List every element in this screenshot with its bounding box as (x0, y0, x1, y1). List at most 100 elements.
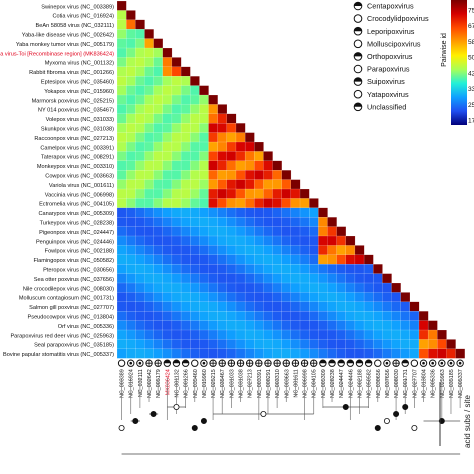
heatmap-cell (263, 188, 273, 199)
heatmap-cell (272, 292, 283, 303)
genus-marker-half (402, 360, 409, 364)
heatmap-cell (135, 66, 145, 77)
heatmap-cell (290, 292, 301, 303)
heatmap-cell (144, 38, 154, 49)
heatmap-cell (235, 151, 246, 162)
legend-marker-icon (353, 39, 363, 49)
heatmap-cell (281, 339, 292, 350)
heatmap-cell (299, 245, 310, 256)
heatmap-cell (290, 198, 301, 209)
tree-node (374, 424, 381, 431)
heatmap-cell (272, 217, 283, 227)
heatmap-cell (144, 207, 154, 218)
heatmap-cell (327, 273, 337, 284)
heatmap-cell (144, 348, 154, 359)
heatmap-cell (171, 207, 182, 218)
heatmap-cell (144, 226, 154, 237)
genus-marker-cross (310, 360, 317, 367)
heatmap-cell (354, 339, 365, 350)
tree-node (150, 410, 157, 417)
heatmap-cell (116, 123, 127, 133)
phylogenetic-tree (118, 378, 461, 455)
row-label: Yokapox virus (NC_015960) (44, 89, 114, 95)
heatmap-cell (217, 151, 228, 162)
genus-marker-half (337, 360, 345, 364)
row-label: Salmon gill poxvirus (NC_027707) (29, 305, 114, 311)
legend-marker-icon (353, 64, 363, 74)
heatmap-cell (363, 301, 374, 312)
heatmap-cell (244, 151, 255, 162)
heatmap-cell (345, 264, 356, 274)
genus-marker-dot (449, 361, 453, 365)
heatmap-cell (116, 151, 127, 162)
heatmap-cell (217, 339, 228, 350)
column-label: NC_005336 (431, 369, 437, 398)
heatmap-cell (180, 292, 191, 303)
heatmap-cell (272, 282, 283, 293)
heatmap-cell (290, 264, 301, 274)
heatmap-cell (126, 57, 136, 68)
color-scale-tick: 50 (468, 55, 474, 62)
row-label: NY 014 poxvirus (NC_035467) (38, 108, 114, 114)
heatmap-cell (116, 245, 127, 256)
heatmap-cell (116, 57, 127, 68)
column-label: NC_003663 (284, 369, 290, 398)
heatmap-cell (235, 132, 246, 143)
heatmap-cell (153, 113, 164, 124)
heatmap-cell (135, 132, 145, 143)
heatmap-cell (345, 329, 356, 340)
heatmap-cell (171, 151, 182, 162)
heatmap-cell (391, 320, 402, 331)
color-scale: 75 67 58 50 42 33 25 17 Pairwise id (441, 0, 474, 125)
heatmap-cell (116, 76, 127, 86)
heatmap-cell (235, 264, 246, 274)
heatmap-cell (391, 311, 402, 321)
heatmap-cell (290, 339, 301, 350)
heatmap-cell (400, 320, 411, 331)
heatmap-cell (409, 339, 420, 350)
heatmap-cell (290, 320, 301, 331)
heatmap-cell (263, 264, 273, 274)
heatmap-cell (126, 19, 136, 30)
heatmap-cell (199, 254, 209, 265)
column-label: NC_001731 (403, 369, 409, 398)
column-label: NC_050582 (367, 369, 373, 398)
heatmap-cell (171, 348, 182, 359)
genus-marker-cross (393, 360, 400, 367)
heatmap-cell (299, 329, 310, 340)
heatmap-cell (363, 273, 374, 284)
heatmap-cell (418, 348, 429, 359)
heatmap-cell (235, 254, 246, 265)
color-scale-bar (451, 0, 467, 125)
heatmap-cell (180, 226, 191, 237)
heatmap-cell (217, 329, 228, 340)
genus-marker-dot (129, 361, 133, 365)
heatmap-cell (171, 235, 182, 246)
heatmap-cell (126, 151, 136, 162)
heatmap-cell (254, 339, 264, 350)
heatmap-cell (244, 348, 255, 359)
column-label: NC_002188 (357, 369, 363, 398)
heatmap-cell (116, 104, 127, 115)
heatmap-cell (391, 282, 402, 293)
row-label: Molluscum contagiosum (NC_001731) (19, 296, 114, 302)
heatmap-cell (217, 311, 228, 321)
heatmap-cell (226, 339, 237, 350)
heatmap-cell (281, 292, 292, 303)
column-label: NC_025215 (211, 369, 217, 398)
heatmap-cell (363, 329, 374, 340)
genus-marker-dot (138, 361, 142, 365)
heatmap-cell (244, 188, 255, 199)
heatmap-cell (126, 311, 136, 321)
heatmap-cell (126, 47, 136, 58)
heatmap-cell (336, 311, 347, 321)
tree-node (118, 424, 125, 431)
heatmap-cell (153, 198, 164, 209)
heatmap-cell (190, 179, 200, 190)
heatmap-cell (208, 170, 219, 180)
heatmap-cell (199, 160, 209, 171)
heatmap-cell (290, 348, 301, 359)
heatmap-cell (126, 207, 136, 218)
heatmap-cell (254, 217, 264, 227)
heatmap-cell (208, 264, 219, 274)
